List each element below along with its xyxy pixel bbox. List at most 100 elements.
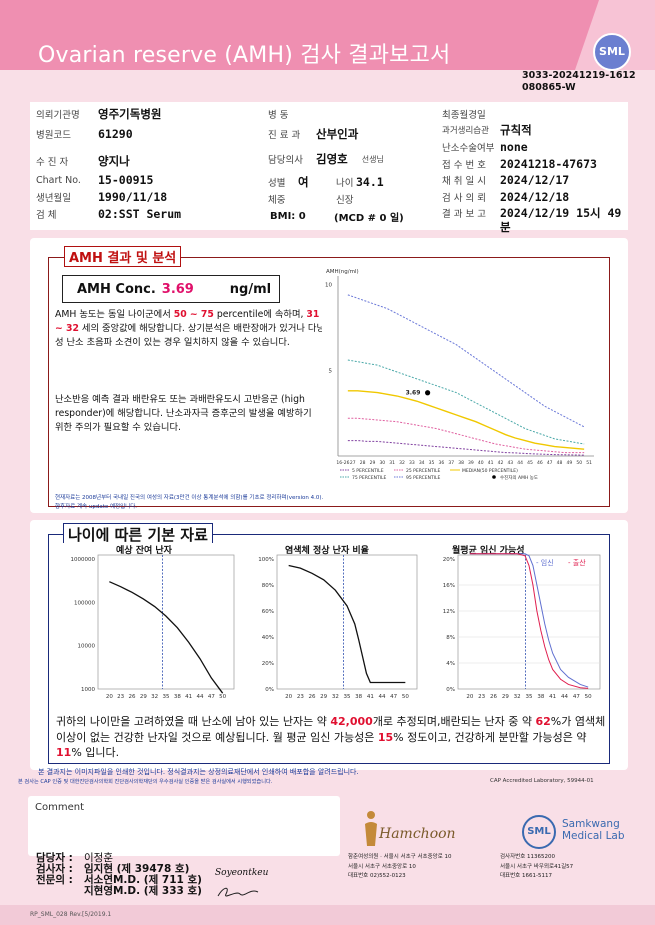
institution-value: 영주기독병원 bbox=[98, 107, 162, 121]
footer-code: RP_SML_028 Rev.[5/2019.1 bbox=[30, 911, 112, 918]
amh-series-line bbox=[347, 440, 585, 456]
amh-x-tick: 34 bbox=[419, 460, 425, 466]
amh-x-tick: 43 bbox=[507, 460, 513, 466]
summary-c: %가 염색체 이상이 없는 건강한 난자일 것으로 예상됩니다. 월 평균 임신… bbox=[56, 715, 606, 744]
amh-x-tick: 27 bbox=[350, 460, 356, 466]
amh-legend-point bbox=[492, 475, 496, 479]
amh-age-range: 31 ~ 32 bbox=[55, 309, 320, 334]
amh-footnote1: 현재자료는 2008년부터 국내일 진국의 여성의 자료(3만건 이상 통계분석… bbox=[55, 495, 324, 501]
c2-x-tick: 50 bbox=[402, 694, 409, 700]
report-time-row: 결 과 보 고 2024/12/19 15시 49 분 bbox=[442, 206, 632, 234]
c1-plot-frame bbox=[97, 554, 235, 690]
amh-x-tick: 30 bbox=[379, 460, 385, 466]
amh-x-tick: 40 bbox=[478, 460, 484, 466]
signer-specialist2: 지현영M.D. (제 333 호) bbox=[36, 886, 202, 897]
hamchoon-address: 함춘여성의원 · 서울시 서초구 서초중앙로 10 서울시 서초구 서초중앙로 … bbox=[348, 853, 452, 882]
amh-y-tick: 10 bbox=[325, 283, 332, 289]
c2-x-tick: 44 bbox=[379, 694, 386, 700]
c2-x-tick: 32 bbox=[332, 694, 339, 700]
hamchoon-logo-text: Hamchoon bbox=[379, 826, 456, 842]
amh-x-tick: 49 bbox=[567, 460, 573, 466]
c1-x-tick: 47 bbox=[208, 694, 215, 700]
c2-bg bbox=[245, 543, 425, 703]
birth-value: 1990/11/18 bbox=[98, 190, 168, 204]
cap-accreditation: CAP Accredited Laboratory, 59944-01 bbox=[490, 778, 594, 784]
summary-pct: 62 bbox=[535, 715, 551, 728]
footer-bar bbox=[0, 905, 655, 925]
receipt-row: 접 수 번 호 20241218-47673 bbox=[442, 155, 597, 173]
signer-charge: 담당자 : 이정훈 bbox=[36, 853, 202, 864]
c2-title: 염색체 정상 난자 비율 bbox=[285, 544, 369, 556]
amh-legend-label: 95 PERCENTILE bbox=[406, 475, 441, 481]
sex-label: 성별 bbox=[268, 178, 286, 189]
ward-label: 병 동 bbox=[268, 110, 289, 121]
c3-series-line bbox=[469, 553, 589, 689]
c1-x-tick: 32 bbox=[151, 694, 158, 700]
document-id-line1: 3033-20241219-1612 bbox=[522, 70, 636, 81]
samkwang-address: 검사자번호 11365200 서울시 서초구 바우뫼로41길57 대표번호 16… bbox=[500, 853, 573, 882]
collect-value: 2024/12/17 bbox=[500, 173, 570, 187]
summary-preg: 15 bbox=[377, 730, 394, 744]
amh-x-tick: 51 bbox=[586, 460, 592, 466]
doctor-value: 김영호 bbox=[316, 152, 348, 166]
c1-x-tick: 41 bbox=[185, 694, 192, 700]
doctor-label: 담당의사 bbox=[268, 155, 303, 166]
c2-x-tick: 41 bbox=[367, 694, 374, 700]
amh-patient-label: 3.69 bbox=[406, 390, 421, 397]
bmi-row: BMI: 0 (MCD # 0 일) bbox=[270, 207, 404, 225]
amh-x-tick: 48 bbox=[557, 460, 563, 466]
amh-x-tick: 45 bbox=[527, 460, 533, 466]
amh-section-title: AMH 결과 및 분석 bbox=[64, 246, 182, 267]
c3-title: 월평균 임신 가능성 bbox=[452, 544, 525, 556]
collect-row: 채 취 일 시 2024/12/17 bbox=[442, 171, 569, 189]
samkwang-name: Samkwang Medical Lab bbox=[562, 818, 625, 842]
c3-x-tick: 29 bbox=[502, 694, 509, 700]
dept-label: 진 료 과 bbox=[268, 130, 301, 141]
body-row: 체중 신장 bbox=[268, 190, 353, 208]
c3-y-tick: 0% bbox=[446, 687, 455, 693]
c3-legend-pregnancy: - 임신 bbox=[536, 558, 554, 567]
menses-label: 과거생리습관 bbox=[442, 126, 489, 136]
samkwang-line3: 대표번호 1661-5117 bbox=[500, 873, 552, 879]
remaining-eggs-chart: 예상 잔여 난자 1000000 100000 10000 1000 20 23 26 29 32… bbox=[62, 543, 242, 703]
amh-x-tick: 41 bbox=[488, 460, 494, 466]
age-value: 34.1 bbox=[356, 175, 384, 189]
specialist2-name: 지현영M.D. (제 333 호) bbox=[84, 885, 202, 897]
amh-series-line bbox=[347, 417, 585, 454]
amh-x-tick: 32 bbox=[399, 460, 405, 466]
amh-x-tick: 42 bbox=[498, 460, 504, 466]
c2-x-tick: 23 bbox=[297, 694, 304, 700]
c3-x-tick: 20 bbox=[466, 694, 473, 700]
report-time-value: 2024/12/19 15시 49 분 bbox=[500, 206, 622, 234]
summary-d: % 정도이고, 건강하게 분만할 가능성은 약 bbox=[393, 730, 587, 744]
document-id: 3033-20241219-1612 080865-W bbox=[522, 70, 636, 94]
amh-x-tick: 47 bbox=[547, 460, 553, 466]
samkwang-logo-circle: SML bbox=[522, 815, 556, 849]
c2-y-tick: 60% bbox=[262, 609, 274, 615]
c1-x-tick: 35 bbox=[163, 694, 170, 700]
note-image-print: 본 결과지는 이미지파일을 인쇄한 것입니다. 정식결과지는 상정의료재단에서 … bbox=[38, 768, 359, 776]
ward-row: 병 동 bbox=[268, 105, 316, 123]
dept-value: 산부인과 bbox=[316, 127, 359, 141]
specimen-label: 검 체 bbox=[36, 210, 57, 221]
c1-title: 예상 잔여 난자 bbox=[116, 544, 173, 556]
height-label: 신장 bbox=[336, 195, 354, 206]
amh-para1-b: percentile에 속하며, bbox=[213, 309, 307, 320]
dept-row: 진 료 과 산부인과 bbox=[268, 125, 358, 143]
receipt-label: 접 수 번 호 bbox=[442, 160, 487, 171]
signers-block: 담당자 : 이정훈 검사자 : 임지현 (제 39478 호) 전문의 : 서소… bbox=[36, 853, 202, 897]
c3-x-tick: 26 bbox=[490, 694, 497, 700]
summary-eggs: 42,000 bbox=[330, 715, 373, 728]
report-time-label: 결 과 보 고 bbox=[442, 209, 487, 220]
lmp-row: 최종월경일 bbox=[442, 105, 500, 123]
amh-x-tick: 29 bbox=[370, 460, 376, 466]
c2-y-tick: 100% bbox=[258, 557, 274, 563]
c1-x-tick: 23 bbox=[117, 694, 124, 700]
comment-label: Comment bbox=[35, 802, 84, 813]
c2-x-tick: 20 bbox=[285, 694, 292, 700]
weight-label: 체중 bbox=[268, 195, 286, 206]
c1-y-tick: 1000 bbox=[81, 687, 95, 693]
amh-legend-point-label: 수진자의 AMH 농도 bbox=[500, 474, 538, 481]
signature-2 bbox=[217, 887, 259, 897]
amh-series-line bbox=[347, 359, 585, 445]
